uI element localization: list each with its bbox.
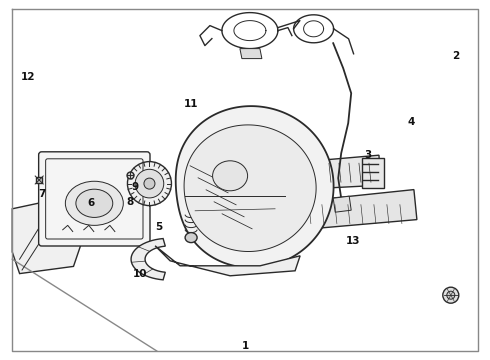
Ellipse shape xyxy=(447,291,455,299)
Ellipse shape xyxy=(127,162,172,206)
Text: 7: 7 xyxy=(38,189,46,199)
Ellipse shape xyxy=(144,178,155,189)
Polygon shape xyxy=(321,155,381,188)
Text: 9: 9 xyxy=(131,182,138,192)
Text: 5: 5 xyxy=(156,222,163,232)
Text: 10: 10 xyxy=(132,269,147,279)
Polygon shape xyxy=(240,49,262,59)
Ellipse shape xyxy=(65,181,123,225)
Polygon shape xyxy=(333,196,351,212)
Ellipse shape xyxy=(213,161,247,191)
Text: 11: 11 xyxy=(184,99,198,109)
Text: 3: 3 xyxy=(364,150,371,160)
Text: 1: 1 xyxy=(242,341,248,351)
Polygon shape xyxy=(131,239,165,280)
Text: 4: 4 xyxy=(408,117,416,127)
Ellipse shape xyxy=(443,287,459,303)
Text: 13: 13 xyxy=(345,236,360,246)
Ellipse shape xyxy=(135,169,164,198)
Ellipse shape xyxy=(185,233,197,243)
Text: 12: 12 xyxy=(21,72,36,82)
FancyBboxPatch shape xyxy=(362,158,384,188)
Text: 6: 6 xyxy=(87,198,94,208)
Text: 8: 8 xyxy=(126,197,133,207)
FancyBboxPatch shape xyxy=(39,152,150,246)
Ellipse shape xyxy=(76,189,113,217)
Polygon shape xyxy=(176,106,334,268)
Polygon shape xyxy=(155,246,300,276)
Polygon shape xyxy=(184,125,316,252)
Polygon shape xyxy=(12,196,86,274)
Text: 2: 2 xyxy=(452,51,459,61)
Polygon shape xyxy=(299,190,417,230)
